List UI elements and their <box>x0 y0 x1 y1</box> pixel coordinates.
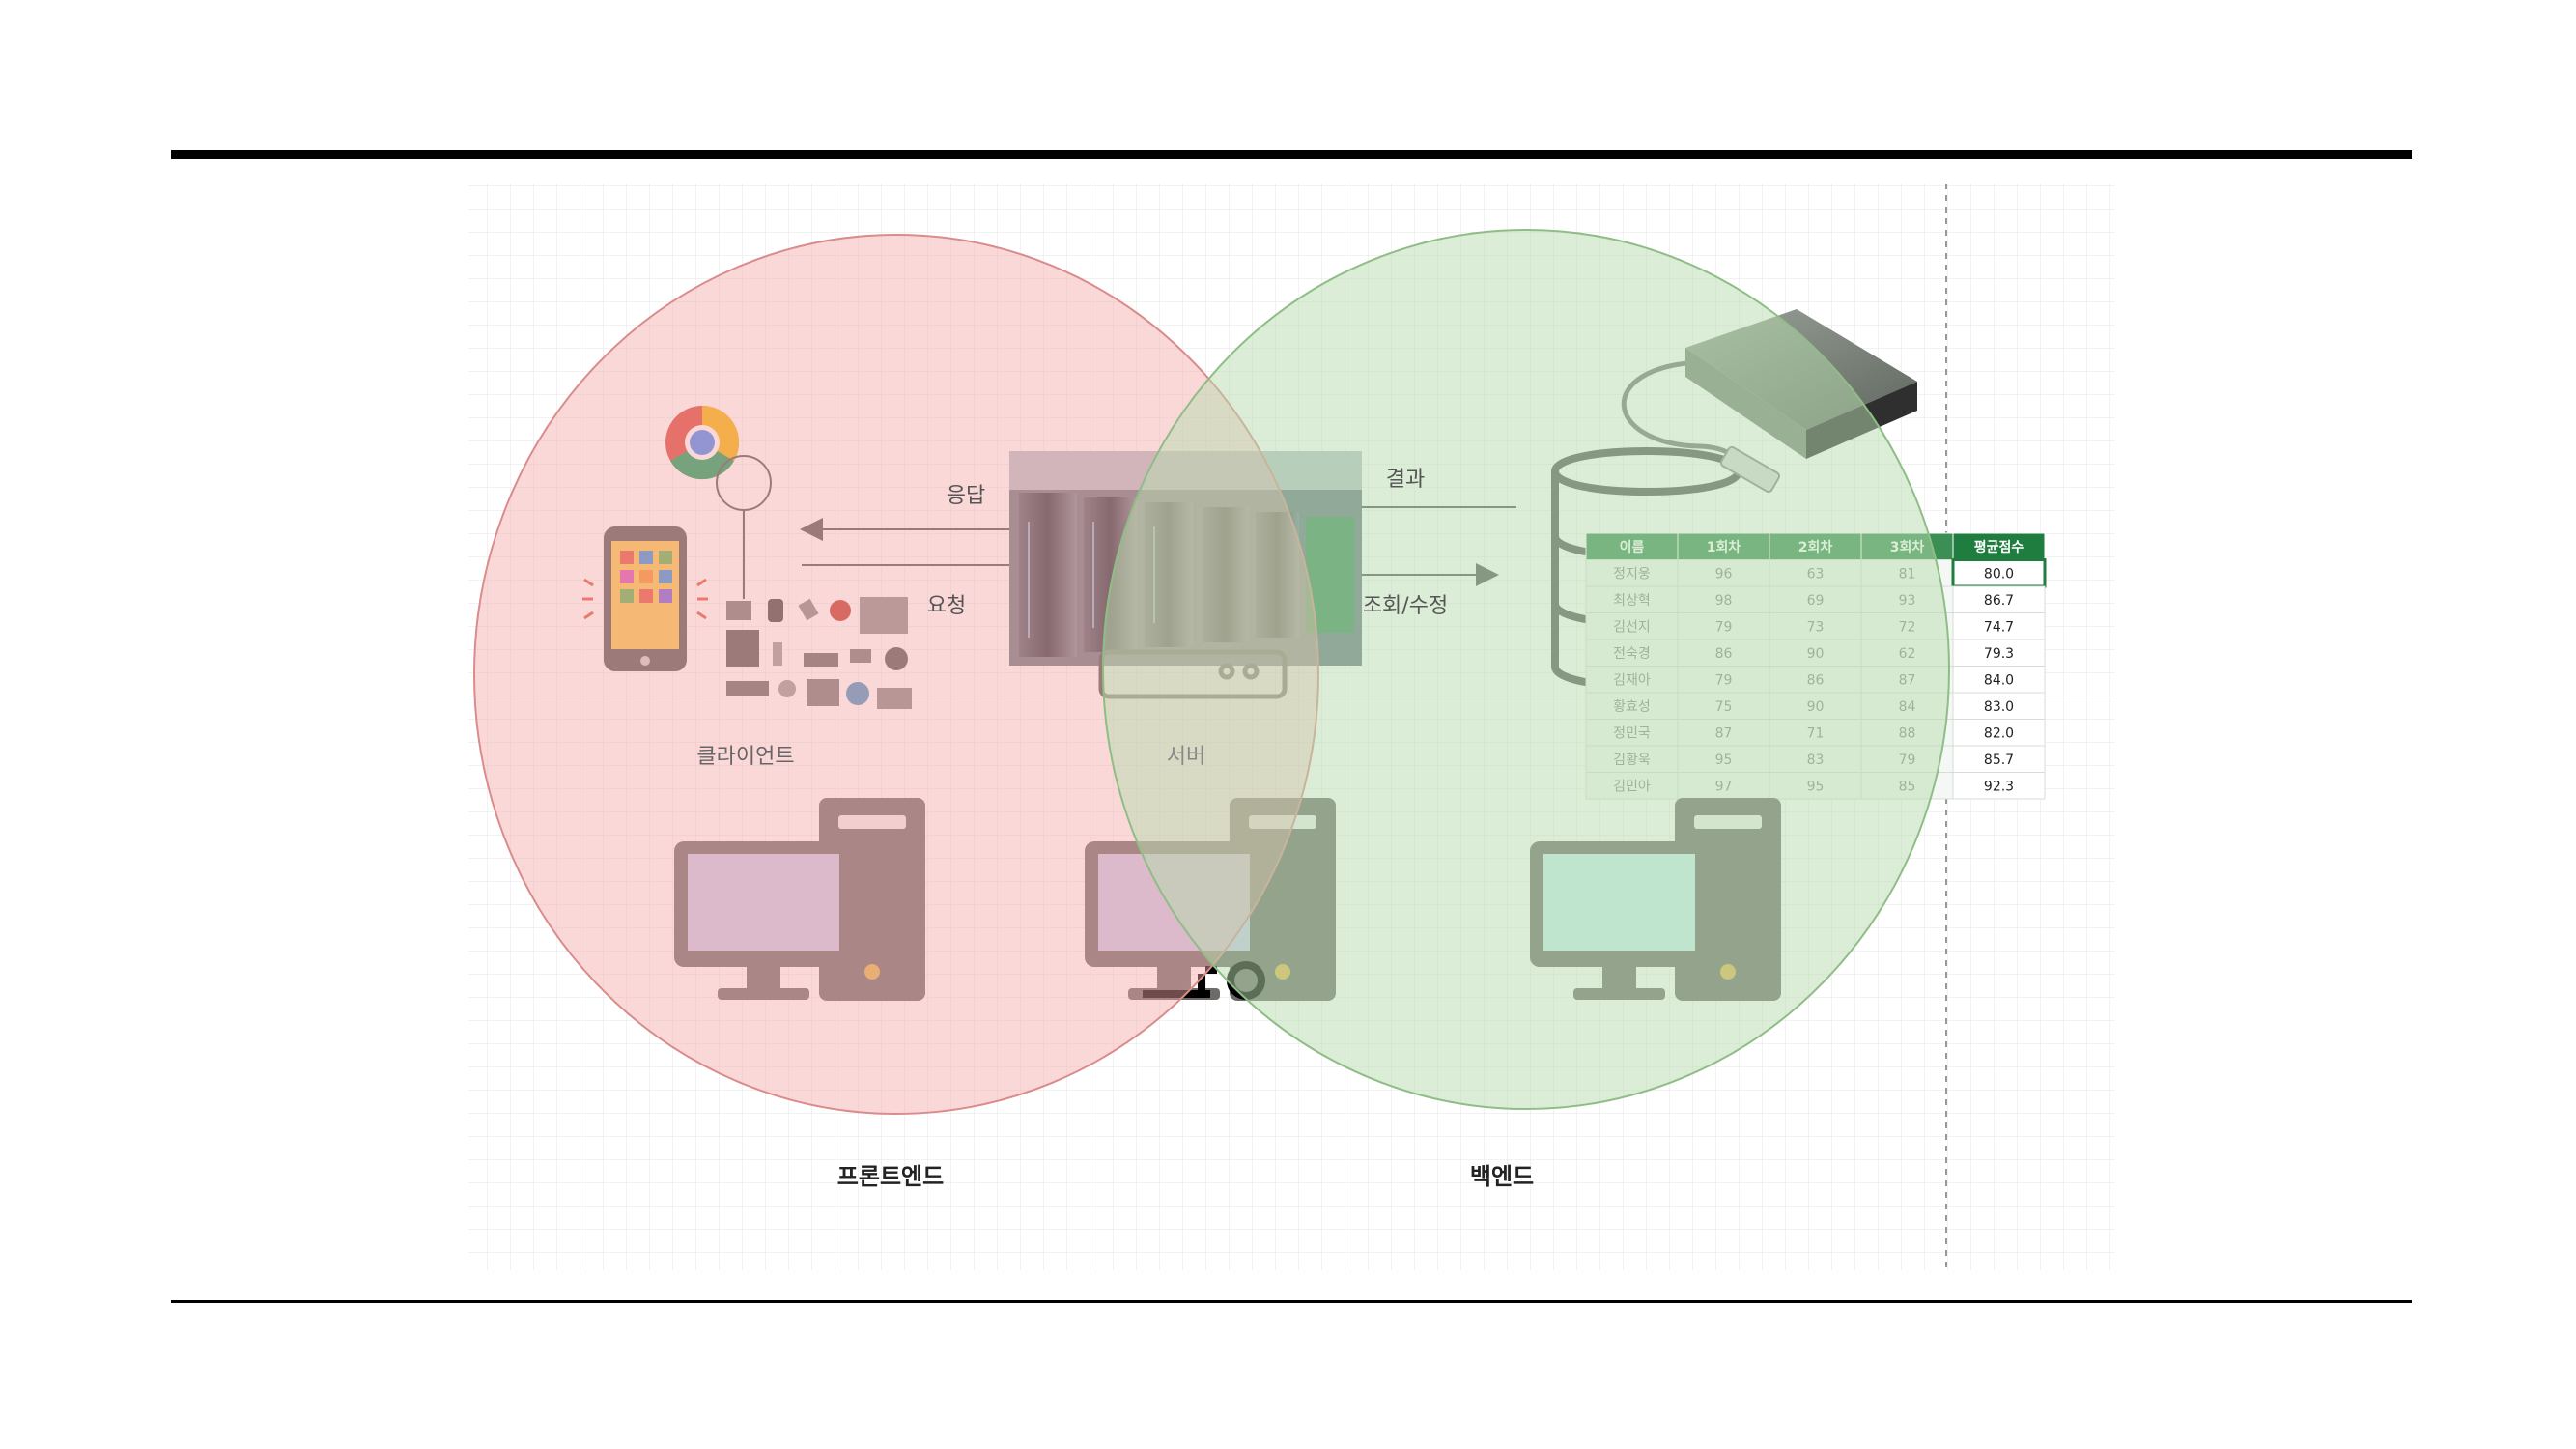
iot-devices-icon <box>726 597 912 709</box>
table-cell: 84.0 <box>1984 673 2014 689</box>
table-cell: 85.7 <box>1984 753 2014 768</box>
table-cell: 79.3 <box>1984 646 2014 662</box>
table-cell: 92.3 <box>1984 780 2014 795</box>
table-cell: 80.0 <box>1984 567 2014 582</box>
chrome-icon <box>665 405 740 480</box>
frontend-label: 프론트엔드 <box>837 1163 944 1190</box>
top-rule <box>171 150 2412 159</box>
result-label: 결과 <box>1386 468 1425 492</box>
client-label: 클라이언트 <box>696 745 794 769</box>
server-label: 서버 <box>1167 745 1205 769</box>
backend-label: 백엔드 <box>1470 1163 1534 1190</box>
table-header-cell: 평균점수 <box>1974 539 2024 555</box>
client-desktop-icon <box>674 798 925 1001</box>
table-cell: 74.7 <box>1984 620 2014 636</box>
bottom-rule <box>171 1300 2412 1303</box>
table-cell: 82.0 <box>1984 726 2014 742</box>
request-label: 요청 <box>927 594 966 618</box>
table-cell: 86.7 <box>1984 593 2014 609</box>
response-label: 응답 <box>947 484 985 508</box>
backend-circle <box>1102 229 1950 1110</box>
connector-lines <box>716 455 772 599</box>
table-cell: 83.0 <box>1984 699 2014 715</box>
smartphone-icon <box>582 526 708 671</box>
query-modify-label: 조회/수정 <box>1363 594 1448 618</box>
